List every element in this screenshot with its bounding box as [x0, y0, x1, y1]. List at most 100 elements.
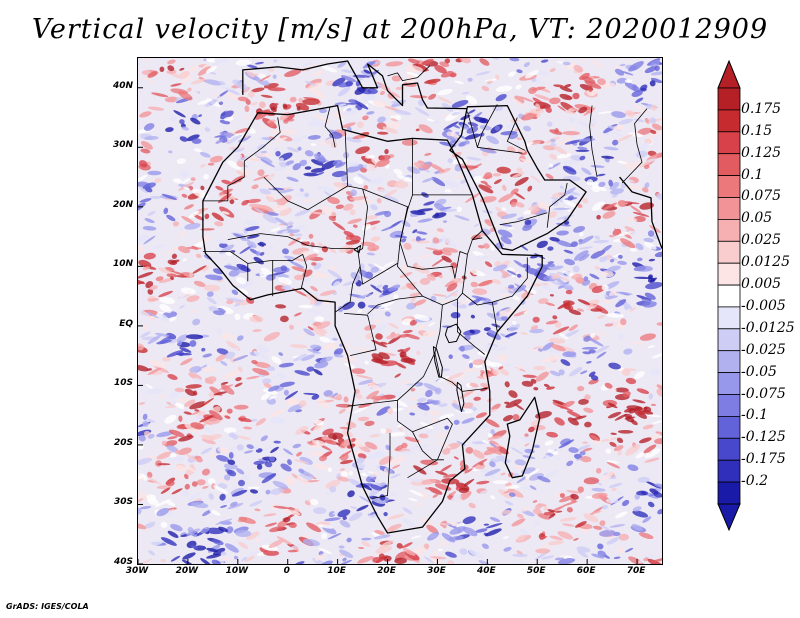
field-cell — [366, 111, 375, 115]
field-cell — [548, 162, 561, 170]
field-cell — [360, 241, 376, 247]
field-cell — [553, 84, 564, 88]
field-cell — [604, 382, 613, 389]
field-cell — [246, 444, 254, 449]
field-cell — [184, 422, 200, 434]
field-cell — [304, 253, 318, 261]
field-cell — [609, 441, 617, 447]
field-cell — [523, 62, 530, 68]
field-cell — [388, 335, 402, 345]
field-cell — [393, 168, 403, 176]
field-cell — [428, 487, 443, 495]
field-cell — [180, 532, 186, 536]
field-cell — [406, 302, 417, 310]
field-cell — [277, 520, 288, 528]
field-cell — [310, 143, 317, 147]
field-cell — [610, 188, 624, 195]
field-cell — [579, 326, 586, 332]
field-cell — [194, 148, 202, 153]
field-cell — [327, 269, 342, 279]
field-cell — [403, 242, 412, 250]
field-cell — [286, 176, 299, 182]
field-cell — [219, 560, 224, 564]
field-cell — [525, 141, 534, 147]
field-cell — [183, 411, 193, 415]
field-cell — [606, 265, 621, 272]
field-cell — [156, 451, 173, 460]
field-cell — [500, 472, 506, 476]
field-cell — [236, 263, 251, 272]
field-cell — [634, 265, 653, 272]
field-cell — [497, 446, 509, 455]
field-cell — [510, 201, 517, 208]
field-cell — [314, 316, 325, 322]
field-cell — [188, 491, 202, 501]
field-cell — [483, 523, 490, 526]
field-cell — [607, 411, 622, 419]
field-cell — [296, 106, 301, 111]
field-cell — [422, 177, 435, 183]
field-cell — [610, 432, 617, 435]
field-cell — [395, 362, 407, 369]
field-cell — [524, 443, 530, 447]
field-cell — [567, 417, 579, 426]
field-cell — [263, 550, 280, 556]
field-cell — [284, 285, 292, 291]
field-cell — [188, 65, 199, 73]
field-cell — [409, 489, 424, 497]
field-cell — [243, 426, 253, 430]
field-cell — [216, 348, 229, 355]
field-cell — [501, 223, 513, 227]
field-cell — [346, 102, 361, 105]
field-cell — [174, 387, 185, 393]
field-cell — [522, 455, 536, 459]
field-cell — [423, 556, 435, 564]
field-cell — [307, 310, 323, 314]
field-cell — [293, 233, 303, 237]
field-cell — [562, 523, 575, 527]
field-cell — [554, 321, 562, 328]
field-cell — [552, 192, 565, 198]
field-cell — [638, 437, 652, 444]
field-cell — [458, 299, 470, 306]
field-cell — [416, 350, 421, 356]
field-cell — [147, 288, 154, 295]
field-cell — [270, 129, 282, 135]
field-cell — [541, 356, 560, 363]
field-cell — [273, 103, 279, 106]
field-cell — [292, 443, 302, 449]
field-cell — [566, 460, 574, 467]
field-cell — [459, 124, 470, 130]
field-cell — [469, 382, 479, 388]
field-cell — [348, 74, 364, 81]
field-cell — [537, 475, 551, 483]
field-cell — [147, 71, 158, 78]
field-cell — [528, 473, 544, 481]
field-cell — [612, 139, 619, 146]
field-cell — [280, 315, 289, 323]
colorbar-label: 0.15 — [741, 122, 773, 139]
field-cell — [260, 435, 268, 442]
field-cell — [254, 109, 271, 120]
field-cell — [637, 257, 643, 262]
field-cell — [247, 551, 258, 558]
field-cell — [215, 518, 233, 525]
field-cell — [222, 557, 231, 562]
field-cell — [279, 492, 284, 498]
field-cell — [566, 507, 573, 513]
field-cell — [573, 250, 589, 261]
map-panel[interactable] — [137, 57, 663, 565]
field-cell — [263, 331, 281, 342]
field-cell — [568, 116, 576, 123]
field-cell — [486, 135, 499, 145]
field-cell — [426, 524, 439, 534]
field-cell — [342, 557, 347, 562]
field-cell — [350, 442, 365, 448]
vertical-velocity-map[interactable] — [138, 58, 662, 564]
field-cell — [338, 408, 346, 414]
field-cell — [589, 333, 596, 338]
field-cell — [339, 519, 351, 528]
field-cell — [624, 82, 641, 92]
field-cell — [477, 244, 485, 249]
field-cell — [299, 456, 313, 465]
